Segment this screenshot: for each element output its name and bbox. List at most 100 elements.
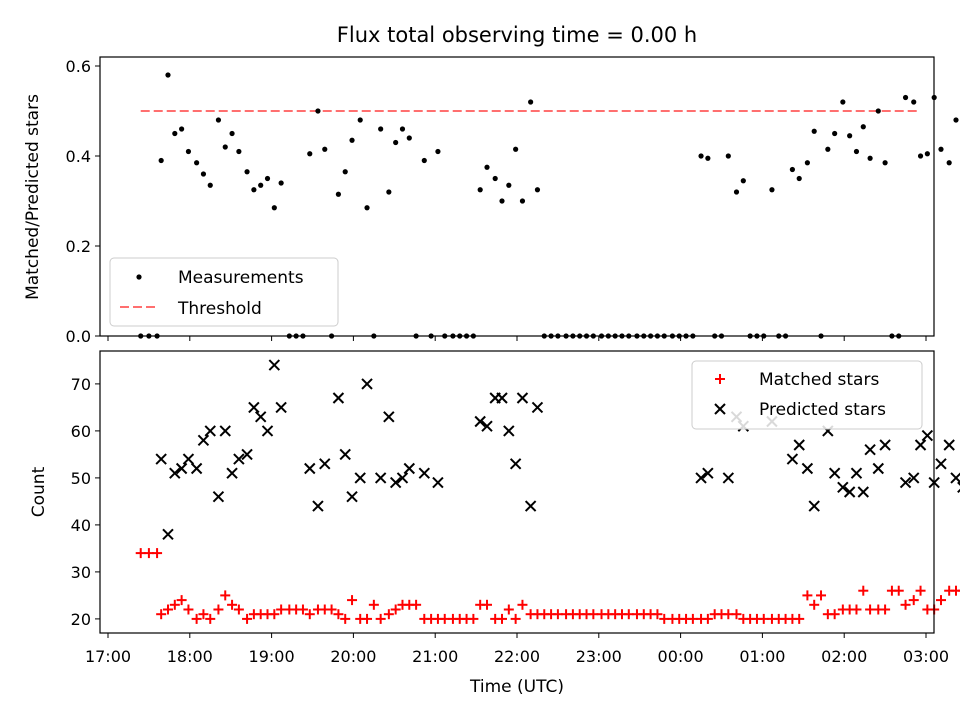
cross-b	[190, 462, 203, 475]
measurement-point	[342, 169, 348, 175]
measurement-point	[484, 164, 490, 170]
measurement-point	[946, 160, 952, 166]
cross-b	[474, 415, 486, 428]
matched-star-point	[794, 613, 805, 624]
cross-b	[197, 434, 210, 447]
predicted-star-point	[275, 401, 287, 414]
predicted-star-point	[524, 500, 537, 512]
measurement-point	[811, 128, 817, 134]
predicted-star-point	[219, 425, 231, 437]
cross-b	[403, 462, 416, 475]
measurement-point	[740, 178, 746, 184]
measurement-point	[251, 187, 257, 193]
matched-star-point	[205, 613, 216, 624]
matched-star-point	[347, 595, 358, 606]
predicted-star-point	[254, 411, 267, 423]
predicted-star-point	[950, 472, 960, 484]
cross-b	[524, 500, 537, 512]
matched-star-point	[191, 613, 202, 624]
top-y-tick-label: 0.0	[66, 327, 91, 346]
predicted-star-point	[872, 462, 884, 475]
matched-star-point	[915, 585, 926, 596]
bottom-y-axis-label: Count	[29, 466, 49, 517]
predicted-star-point	[516, 392, 529, 404]
top-panel: 0.0 0.2 0.4 0.6 Matched/Predicted stars	[23, 56, 959, 346]
matched-star-point	[390, 604, 401, 615]
legend-label-threshold: Threshold	[177, 299, 262, 319]
cross-b	[935, 458, 947, 470]
predicted-star-point	[914, 439, 927, 451]
measurement-point	[158, 157, 164, 164]
bottom-y-tick-label: 70	[71, 375, 91, 394]
matched-star-point	[156, 609, 167, 620]
predicted-star-point	[474, 415, 486, 428]
predicted-star-point	[190, 462, 203, 475]
measurement-point	[492, 175, 498, 182]
measurement-point	[185, 148, 192, 155]
matched-star-point	[162, 604, 173, 615]
matched-star-point	[468, 613, 479, 624]
cross-b	[801, 462, 814, 475]
cross-b	[304, 462, 316, 475]
measurement-point	[271, 205, 277, 211]
matched-star-point	[198, 609, 209, 620]
predicted-star-point	[268, 359, 281, 371]
x-axis-label: Time (UTC)	[469, 677, 564, 697]
top-y-axis-label: Matched/Predicted stars	[23, 94, 43, 300]
cross-b	[702, 467, 714, 479]
measurement-point	[733, 189, 740, 195]
matched-star-point	[368, 599, 379, 610]
measurement-point	[825, 146, 831, 152]
cross-b	[233, 453, 245, 465]
measurement-point	[506, 182, 512, 188]
cross-b	[850, 467, 863, 479]
matched-star-point	[362, 613, 373, 624]
cross-b	[695, 472, 707, 484]
measurement-point	[853, 148, 860, 155]
cross-b	[346, 490, 358, 503]
measurement-point	[477, 187, 483, 193]
predicted-star-point	[248, 401, 260, 414]
cross-b	[943, 439, 955, 451]
bottom-y-tick-label: 50	[71, 469, 91, 488]
cross-b	[361, 378, 373, 390]
predicted-star-point	[155, 453, 167, 465]
matched-star-point	[233, 604, 244, 615]
cross-b	[332, 392, 345, 404]
predicted-star-point	[864, 443, 876, 456]
matched-star-point	[176, 595, 187, 606]
predicted-star-point	[801, 462, 814, 475]
matched-star-point	[497, 613, 508, 624]
measurement-point	[264, 175, 271, 182]
predicted-star-point	[843, 486, 856, 498]
measurement-point	[769, 187, 775, 193]
predicted-star-point	[509, 458, 522, 470]
matched-star-point	[383, 609, 394, 620]
predicted-star-point	[786, 453, 799, 465]
measurement-point	[832, 130, 838, 137]
matched-star-point	[213, 604, 224, 615]
measurement-point	[840, 99, 846, 105]
matched-star-point	[227, 599, 238, 610]
measurement-point	[875, 108, 881, 114]
predicted-star-point	[383, 411, 395, 423]
cross-b	[481, 420, 493, 432]
matched-star-point	[510, 613, 521, 624]
measurement-point	[207, 182, 213, 188]
cross-b	[857, 486, 869, 498]
cross-b	[212, 490, 225, 503]
cross-b	[496, 392, 508, 404]
predicted-star-point	[226, 467, 238, 479]
chart-title: Flux total observing time = 0.00 h	[337, 23, 697, 47]
cross-b	[722, 472, 735, 484]
predicted-star-point	[496, 392, 508, 404]
cross-b	[226, 467, 238, 479]
measurement-point	[307, 151, 313, 157]
matched-star-point	[957, 589, 960, 592]
bottom-plot-frame	[99, 350, 935, 634]
matched-star-point	[152, 548, 163, 559]
predicted-star-point	[879, 439, 891, 451]
cross-b	[914, 439, 927, 451]
cross-b	[155, 453, 167, 465]
predicted-star-point	[695, 472, 707, 484]
